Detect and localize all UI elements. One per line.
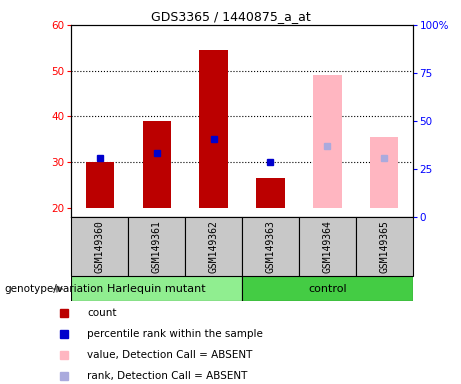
Bar bbox=[313, 75, 342, 208]
Text: GSM149361: GSM149361 bbox=[152, 220, 162, 273]
Bar bbox=[242, 217, 299, 276]
Bar bbox=[86, 162, 114, 208]
Text: percentile rank within the sample: percentile rank within the sample bbox=[87, 329, 263, 339]
Bar bbox=[256, 178, 285, 208]
Text: Harlequin mutant: Harlequin mutant bbox=[107, 284, 206, 294]
Bar bbox=[142, 121, 171, 208]
Bar bbox=[356, 217, 413, 276]
Text: GSM149362: GSM149362 bbox=[208, 220, 219, 273]
Bar bbox=[370, 137, 398, 208]
Bar bbox=[200, 50, 228, 208]
Bar bbox=[242, 276, 413, 301]
Text: GDS3365 / 1440875_a_at: GDS3365 / 1440875_a_at bbox=[151, 10, 310, 23]
Text: value, Detection Call = ABSENT: value, Detection Call = ABSENT bbox=[87, 350, 253, 360]
Text: GSM149365: GSM149365 bbox=[379, 220, 389, 273]
Bar bbox=[71, 276, 242, 301]
Text: genotype/variation: genotype/variation bbox=[5, 284, 104, 294]
Text: GSM149360: GSM149360 bbox=[95, 220, 105, 273]
Text: rank, Detection Call = ABSENT: rank, Detection Call = ABSENT bbox=[87, 371, 248, 381]
Bar bbox=[71, 217, 128, 276]
Text: count: count bbox=[87, 308, 117, 318]
Bar bbox=[185, 217, 242, 276]
Bar bbox=[299, 217, 356, 276]
Bar bbox=[128, 217, 185, 276]
Text: GSM149364: GSM149364 bbox=[322, 220, 332, 273]
Text: GSM149363: GSM149363 bbox=[266, 220, 276, 273]
Text: control: control bbox=[308, 284, 347, 294]
